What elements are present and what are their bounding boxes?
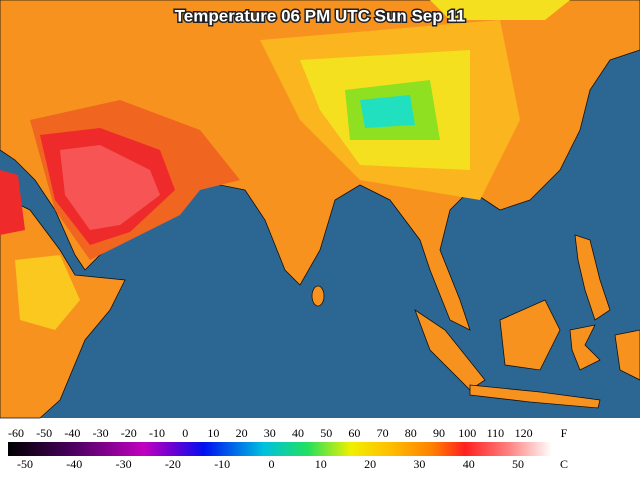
celsius-label: 40: [463, 457, 475, 471]
fahrenheit-label: -20: [121, 426, 137, 440]
fahrenheit-label: 50: [320, 426, 332, 440]
map: [0, 0, 640, 419]
fahrenheit-label: 90: [433, 426, 445, 440]
fahrenheit-label: 0: [182, 426, 188, 440]
fahrenheit-label: 20: [236, 426, 248, 440]
hot-zone-africa: [0, 170, 25, 235]
fahrenheit-label: 70: [377, 426, 389, 440]
philippines: [574, 234, 611, 321]
celsius-label: 20: [364, 457, 376, 471]
celsius-label: -40: [66, 457, 82, 471]
color-scale: [8, 442, 552, 456]
new-guinea: [614, 329, 640, 381]
fahrenheit-label: 30: [264, 426, 276, 440]
celsius-label: -50: [17, 457, 33, 471]
celsius-label: -30: [116, 457, 132, 471]
mild-zone-africa: [15, 255, 80, 330]
fahrenheit-label: -40: [64, 426, 80, 440]
borneo: [499, 299, 561, 371]
fahrenheit-label: -30: [93, 426, 109, 440]
fahrenheit-label: 80: [405, 426, 417, 440]
fahrenheit-label: -10: [149, 426, 165, 440]
celsius-unit: C: [560, 457, 568, 471]
fahrenheit-label: -60: [8, 426, 24, 440]
celsius-label: 10: [315, 457, 327, 471]
celsius-label: 30: [413, 457, 425, 471]
fahrenheit-label: 10: [207, 426, 219, 440]
fahrenheit-label: 60: [348, 426, 360, 440]
cool-zone-north: [430, 0, 570, 20]
celsius-label: -20: [165, 457, 181, 471]
sumatra: [414, 308, 486, 391]
map-title: Temperature 06 PM UTC Sun Sep 11: [175, 6, 466, 25]
fahrenheit-unit: F: [561, 426, 568, 440]
fahrenheit-label: 110: [487, 426, 505, 440]
celsius-label: -10: [214, 457, 230, 471]
fahrenheit-label: 120: [515, 426, 533, 440]
java: [469, 384, 601, 409]
celsius-label: 0: [269, 457, 275, 471]
celsius-label: 50: [512, 457, 524, 471]
fahrenheit-label: -50: [36, 426, 52, 440]
coldest-zone: [360, 95, 415, 128]
hottest-zone: [60, 145, 160, 230]
sulawesi: [569, 324, 601, 371]
fahrenheit-label: 40: [292, 426, 304, 440]
sri-lanka: [311, 285, 325, 307]
fahrenheit-label: 100: [458, 426, 476, 440]
